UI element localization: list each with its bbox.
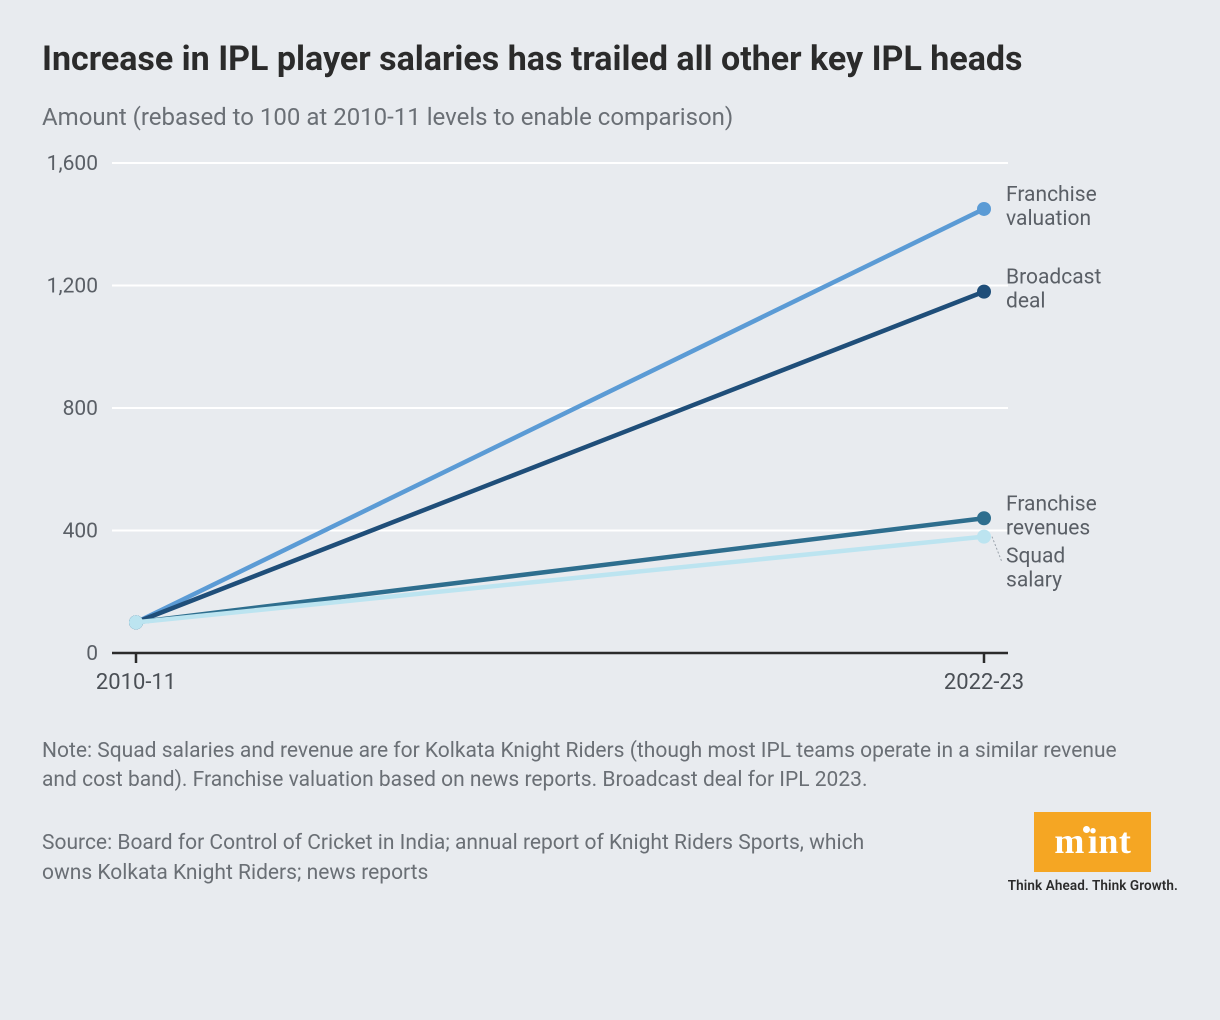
series-marker (129, 615, 143, 629)
series-label: Squadsalary (1006, 544, 1065, 592)
chart-subtitle: Amount (rebased to 100 at 2010-11 levels… (42, 103, 1178, 131)
series-label: Franchiserevenues (1006, 492, 1097, 540)
y-tick-label: 1,200 (47, 274, 98, 298)
series-marker (977, 201, 991, 215)
logo-box: mint (1034, 812, 1151, 872)
series-line (136, 291, 984, 622)
series-line (136, 208, 984, 621)
leader-line (992, 536, 1002, 562)
chart-svg: 0 400 800 1,200 1,600 2010-11 2022-23 Franchise… (42, 149, 1178, 709)
line-chart: 0 400 800 1,200 1,600 2010-11 2022-23 Franchise… (42, 149, 1178, 709)
brand-logo: mint Think Ahead. Think Growth. (1008, 812, 1178, 894)
y-tick-label: 0 (86, 642, 98, 666)
series-label: Franchisevaluation (1006, 182, 1097, 230)
chart-title: Increase in IPL player salaries has trai… (42, 38, 1178, 81)
series-marker (977, 529, 991, 543)
series-marker (977, 511, 991, 525)
chart-note: Note: Squad salaries and revenue are for… (42, 737, 1122, 796)
series-label: Broadcastdeal (1006, 265, 1101, 313)
chart-source: Source: Board for Control of Cricket in … (42, 829, 912, 888)
logo-text-int: int (1088, 821, 1132, 861)
x-tick-label: 2022-23 (944, 670, 1024, 695)
y-tick-label: 1,600 (47, 152, 98, 176)
series-line (136, 536, 984, 622)
y-tick-label: 800 (63, 397, 98, 421)
brand-tagline: Think Ahead. Think Growth. (1008, 878, 1178, 894)
logo-text-m: m (1054, 821, 1085, 861)
x-tick-label: 2010-11 (96, 670, 176, 695)
series-marker (977, 284, 991, 298)
series-line (136, 518, 984, 622)
y-tick-label: 400 (63, 519, 98, 543)
